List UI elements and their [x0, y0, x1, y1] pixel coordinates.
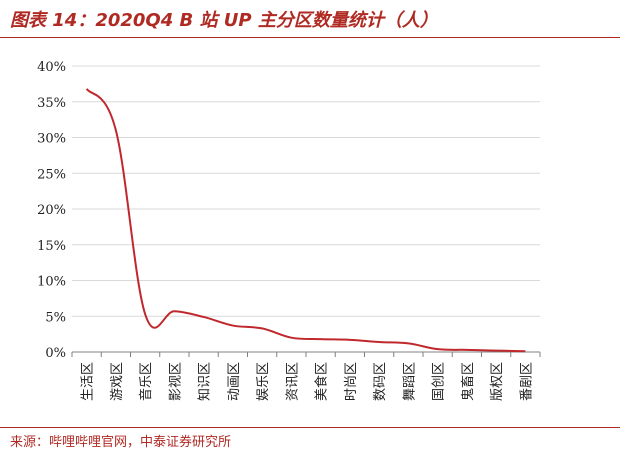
- gridlines: [72, 65, 540, 317]
- x-axis-ticks: 生活区 游戏区 音乐区 影视区 知识区 动画区 娱乐区 资讯区 美食区 时尚区 数码区 舞蹈区 国创区鬼…: [81, 362, 535, 401]
- x-tick-label: 游戏区: [110, 362, 125, 401]
- x-tick-label: 知识区: [197, 362, 213, 401]
- y-tick-label: 10%: [37, 275, 66, 290]
- y-tick-label: 5%: [45, 310, 66, 325]
- y-tick-label: 30%: [37, 132, 66, 147]
- x-tick-label: 娱乐区: [256, 362, 271, 401]
- y-tick-label: 20%: [37, 203, 66, 218]
- x-tick-label: 番剧区: [519, 362, 534, 401]
- x-tick-label: 音乐区: [138, 362, 154, 401]
- x-tick-label: 影视区: [168, 362, 183, 401]
- title-rule: [0, 37, 620, 38]
- x-tick-label: 数码区: [373, 362, 388, 401]
- x-tick-label: 舞蹈区: [402, 362, 417, 401]
- y-tick-label: 40%: [37, 60, 66, 75]
- x-tick-label: 美食区: [314, 362, 330, 401]
- y-tick-label: 15%: [37, 239, 66, 254]
- x-tick-label: 时尚区: [344, 362, 359, 401]
- x-tick-label: 生活区: [81, 362, 96, 401]
- series-line: [85, 88, 526, 353]
- y-tick-label: 25%: [37, 167, 66, 182]
- x-tick-label: 动画区: [227, 362, 242, 401]
- y-tick-label: 0%: [45, 346, 66, 361]
- x-tick-label: 资讯区: [285, 362, 300, 401]
- source-note: 来源：哔哩哔哩官网，中泰证券研究所: [10, 435, 232, 450]
- x-axis-tick-marks: [71, 352, 541, 357]
- source-rule: [0, 427, 620, 428]
- y-tick-label: 35%: [37, 96, 66, 111]
- x-tick-label: 国创区: [432, 362, 447, 401]
- x-tick-label: 版权区: [489, 362, 505, 401]
- x-tick-label: 鬼畜区: [460, 362, 476, 401]
- y-axis-ticks: 0% 5% 10% 15% 20% 25% 30% 35% 40%: [37, 60, 66, 361]
- chart-title: 图表 14：2020Q4 B 站 UP 主分区数量统计（人）: [10, 10, 438, 31]
